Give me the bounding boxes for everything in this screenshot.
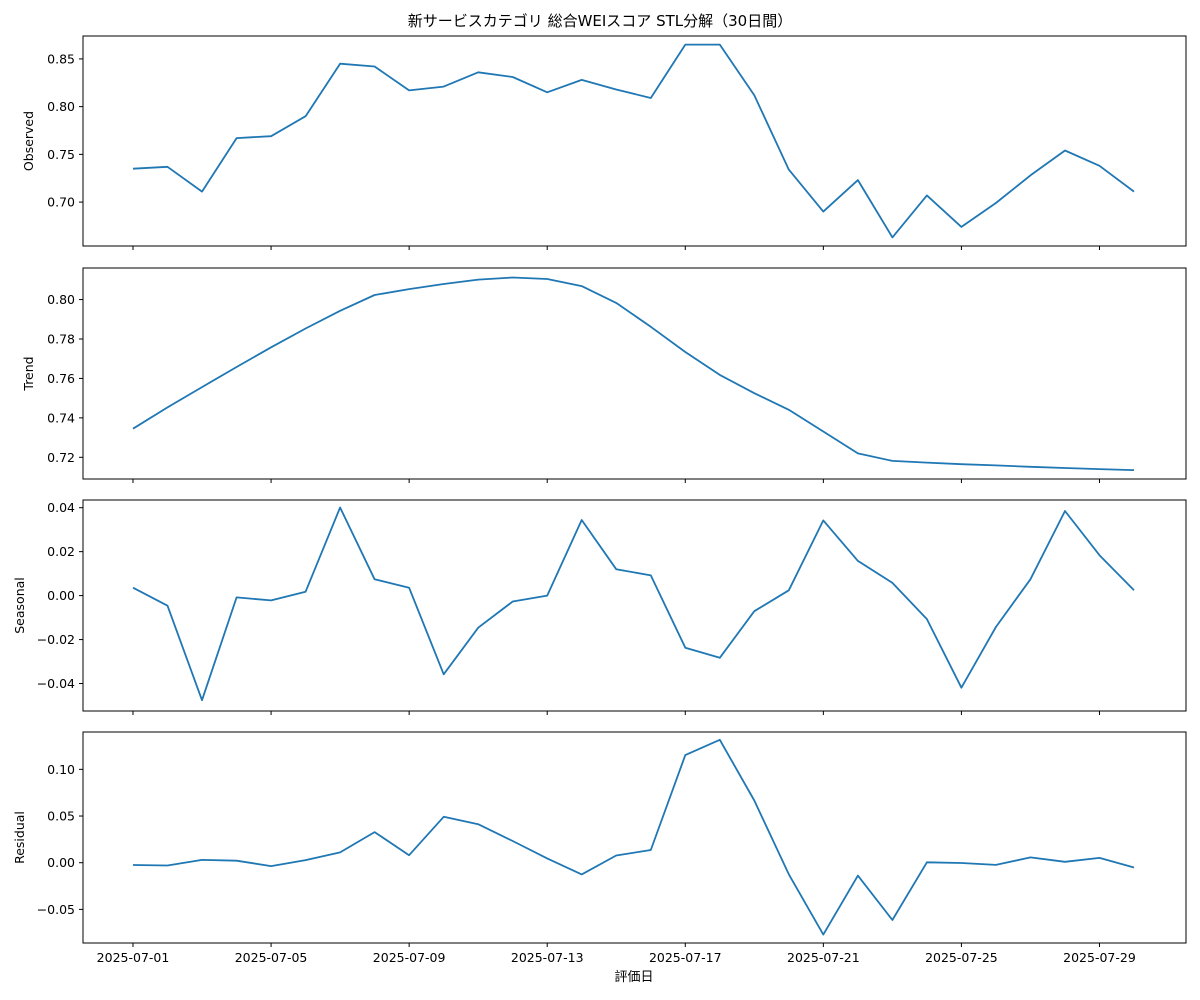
x-tick-label: 2025-07-13 [511,950,584,965]
y-axis-label: Trend [21,356,36,391]
y-tick-label: 0.75 [47,147,75,162]
y-tick-label: 0.10 [47,762,75,777]
x-axis-label: 評価日 [614,970,654,985]
y-tick-label: 0.80 [47,99,75,114]
series-line-residual [132,738,1135,936]
y-tick-label: 0.85 [47,51,75,66]
panel-frame [82,267,1187,480]
y-axis-label: Residual [12,811,27,864]
y-tick-label: 0.72 [47,450,75,465]
y-tick-label: −0.05 [37,902,75,917]
y-axis-label: Seasonal [12,577,27,634]
y-tick-label: 0.80 [47,292,75,307]
y-tick-label: 0.76 [47,371,75,386]
y-tick-label: 0.74 [47,410,75,425]
panel-frame [82,731,1187,944]
y-tick-label: 0.05 [47,809,75,824]
panel-frame [82,35,1187,247]
x-tick-label: 2025-07-17 [649,950,722,965]
x-tick-label: 2025-07-09 [373,950,446,965]
y-tick-label: 0.04 [47,500,75,515]
y-tick-label: −0.04 [37,676,75,691]
y-tick-label: 0.02 [47,544,75,559]
y-tick-label: −0.02 [37,632,75,647]
y-tick-label: 0.78 [47,331,75,346]
series-line-seasonal [132,506,1135,702]
x-tick-label: 2025-07-25 [925,950,998,965]
chart-title: 新サービスカテゴリ 総合WEIスコア STL分解（30日間） [407,12,793,30]
series-line-observed [132,43,1135,239]
panel-frame [82,499,1187,712]
y-tick-label: 0.00 [47,855,75,870]
x-tick-label: 2025-07-21 [787,950,860,965]
y-axis-label: Observed [21,111,36,171]
x-tick-label: 2025-07-05 [235,950,308,965]
y-tick-label: 0.00 [47,588,75,603]
x-tick-label: 2025-07-29 [1063,950,1136,965]
x-tick-label: 2025-07-01 [97,950,170,965]
series-line-trend [132,276,1135,471]
y-tick-label: 0.70 [47,195,75,210]
